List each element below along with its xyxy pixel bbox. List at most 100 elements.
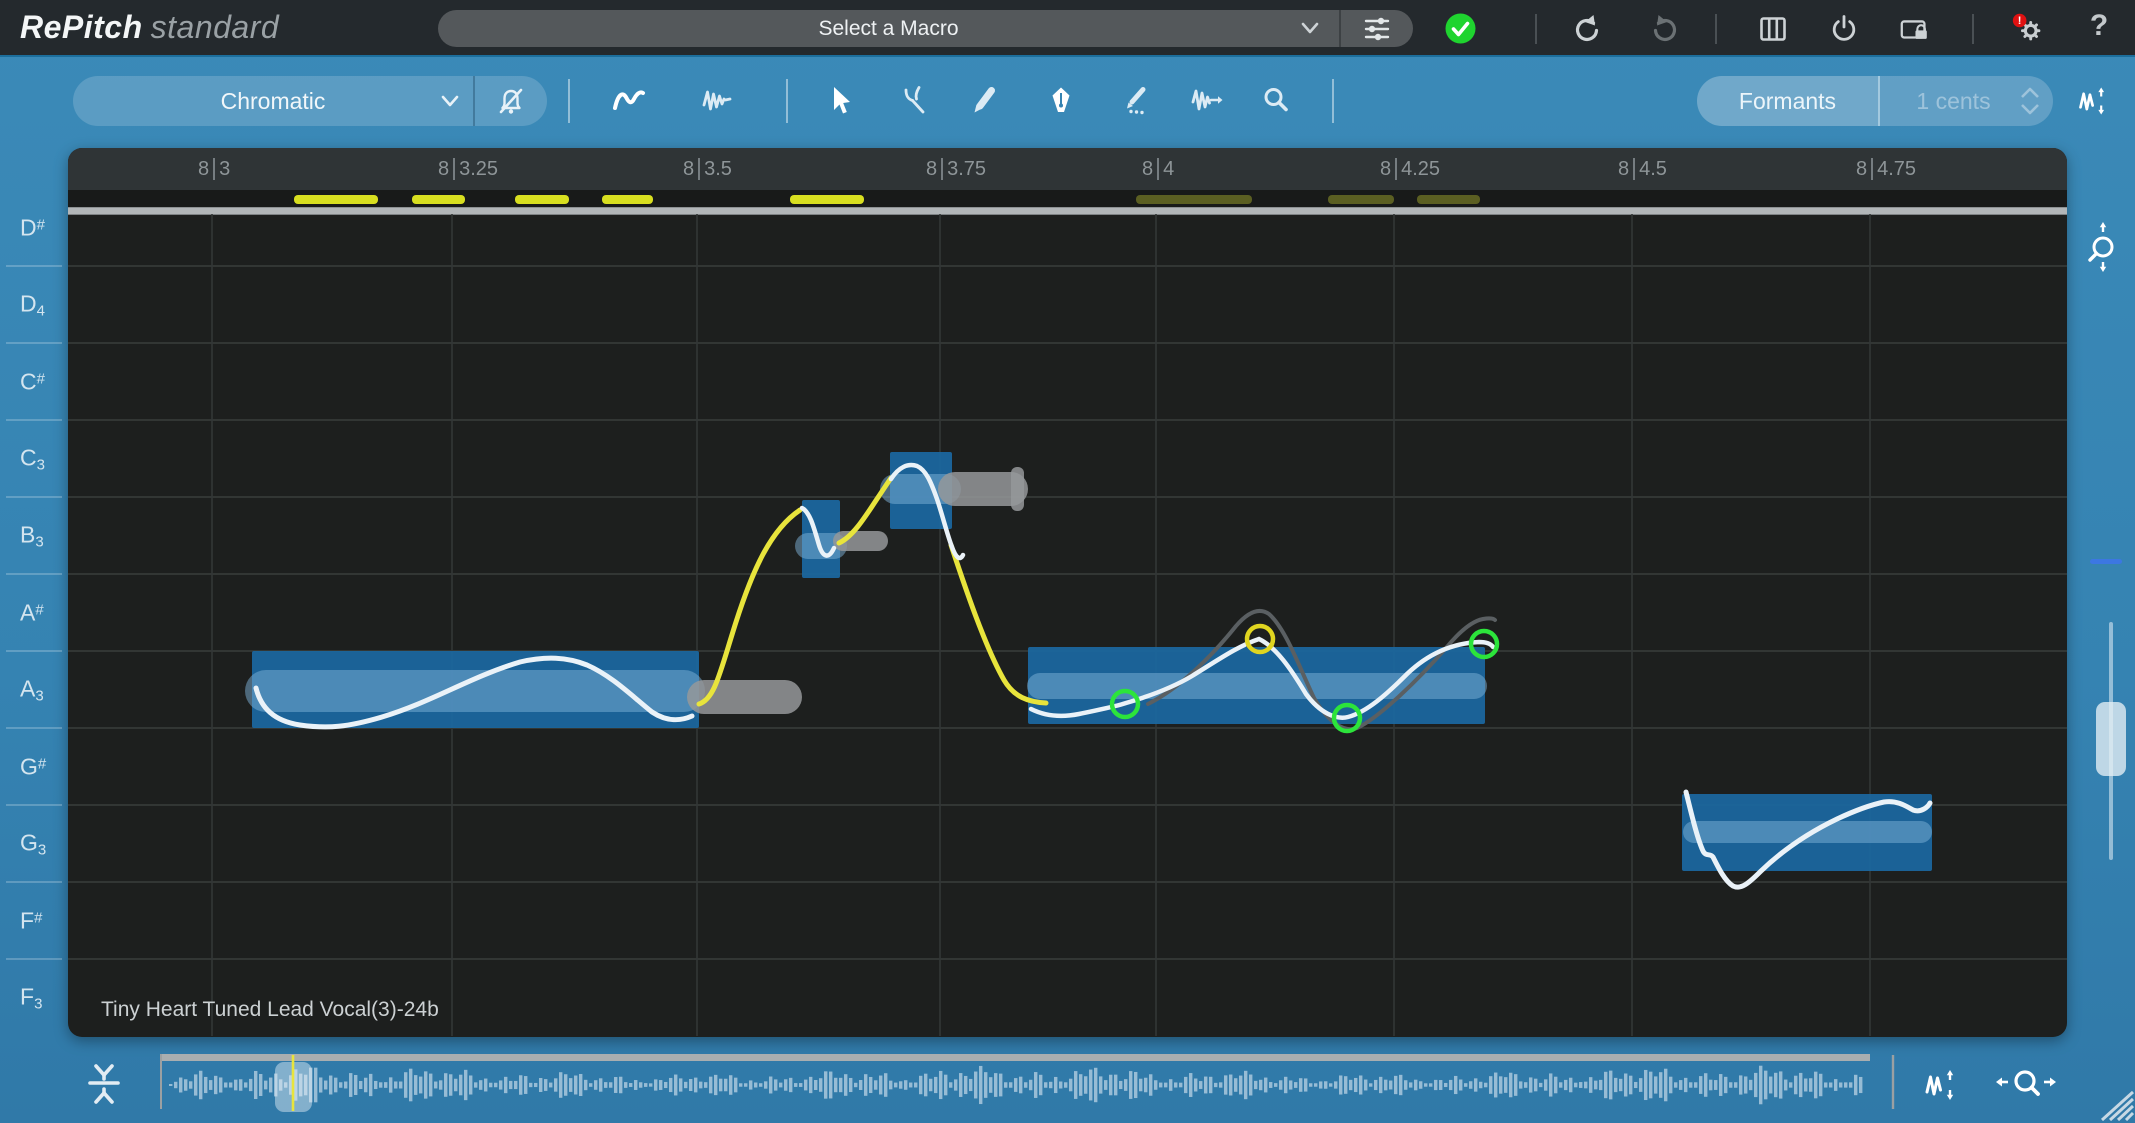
overview-wave-bar (699, 1081, 703, 1089)
tool-tuning-fork[interactable] (896, 83, 932, 119)
overview-wave-bar (1814, 1071, 1818, 1099)
overview-wave-bar (909, 1082, 913, 1088)
overview-wave-bar (1429, 1083, 1433, 1087)
vertical-waveform-zoom[interactable] (2076, 83, 2112, 119)
overview-wave-bar (1009, 1082, 1013, 1088)
audio-overview-waveform[interactable] (155, 1047, 1905, 1117)
tool-pencil[interactable] (967, 83, 1003, 119)
overview-wave-bar (604, 1082, 608, 1088)
join-notes-button[interactable] (78, 1062, 130, 1106)
bypass-power-button[interactable] (1827, 12, 1861, 46)
tool-pen[interactable] (1043, 83, 1079, 119)
overview-wave-bar (1084, 1076, 1088, 1094)
brand-name: RePitch (20, 9, 143, 45)
settings-button[interactable]: ! (2012, 12, 2046, 46)
note-block[interactable] (802, 500, 840, 578)
overview-wave-bar (1029, 1079, 1033, 1091)
tool-cursor[interactable] (822, 83, 858, 119)
overview-wave-bar (1484, 1082, 1488, 1088)
overview-wave-bar (939, 1070, 943, 1100)
toolbar-divider (1715, 14, 1717, 44)
vertical-zoom-control[interactable] (2078, 218, 2122, 282)
overview-wave-bar (1769, 1076, 1773, 1094)
note-block[interactable] (252, 651, 699, 728)
overview-wave-bar (639, 1082, 643, 1088)
overview-wave-bar (1664, 1068, 1668, 1102)
overview-wave-bar (429, 1073, 433, 1097)
macro-dropdown[interactable]: Select a Macro (438, 10, 1339, 47)
overview-wave-bar (854, 1082, 858, 1088)
tool-pitch-wave[interactable] (611, 83, 647, 119)
scale-dropdown[interactable]: Chromatic (73, 76, 473, 126)
pitch-curve-white (888, 462, 966, 561)
tool-zoom[interactable] (1258, 83, 1294, 119)
overview-wave-bar (929, 1078, 933, 1092)
overview-wave-bar (184, 1079, 188, 1091)
magnifier-icon (1264, 88, 1288, 112)
overview-wave-bar (904, 1080, 908, 1090)
gear-icon: ! (2012, 13, 2041, 41)
horizontal-zoom-button[interactable] (1992, 1067, 2064, 1103)
pitch-control-point[interactable] (1468, 628, 1500, 660)
overview-wave-bar (1384, 1079, 1388, 1091)
overview-wave-bar (1794, 1075, 1798, 1095)
overview-wave-bar (844, 1074, 848, 1096)
overview-wave-bar (1094, 1067, 1098, 1103)
undo-icon (1575, 15, 1599, 41)
overview-wave-bar (484, 1078, 488, 1092)
overview-wave-bar (1044, 1082, 1048, 1088)
layout-columns-button[interactable] (1756, 12, 1790, 46)
overview-wave-bar (1524, 1082, 1528, 1088)
lock-display-button[interactable] (1898, 12, 1932, 46)
macro-settings-button[interactable] (1341, 10, 1413, 47)
pitch-editor[interactable]: 8 3 8 3.25 8 3.5 8 3.75 8 4 8 4.25 8 4.5 8 4.75 Tiny He… (68, 148, 2067, 1037)
cents-stepper-field[interactable]: 1 cents (1878, 76, 2053, 126)
overview-wave-bar (1579, 1082, 1583, 1088)
handle-end-cap[interactable] (1011, 467, 1024, 511)
scale-audition-toggle[interactable] (475, 76, 547, 126)
undo-button[interactable] (1570, 12, 1604, 46)
overview-vzoom-button[interactable] (1922, 1067, 1962, 1103)
margin-grid-line (6, 573, 62, 575)
overview-wave-bar (1729, 1082, 1733, 1088)
overview-wave-bar (1299, 1078, 1303, 1092)
overview-wave-bar (979, 1065, 983, 1105)
overview-wave-bar (1004, 1082, 1008, 1088)
tool-line[interactable] (1117, 83, 1153, 119)
waveform-vzoom-icon (2079, 87, 2105, 115)
overview-wave-bar (874, 1080, 878, 1090)
overview-wave-bar (934, 1076, 938, 1094)
overview-wave-bar (369, 1073, 373, 1097)
vertical-scrollbar-thumb[interactable] (2096, 702, 2126, 776)
status-ok-icon[interactable] (1444, 12, 1477, 45)
resize-grip[interactable] (2096, 1089, 2134, 1121)
overview-wave-bar (534, 1082, 538, 1088)
overview-wave-bar (314, 1067, 318, 1103)
note-block[interactable] (1028, 647, 1485, 724)
overview-wave-bar (999, 1073, 1003, 1097)
tool-time-warp[interactable] (1189, 83, 1225, 119)
overview-wave-bar (1344, 1076, 1348, 1094)
overview-wave-bar (774, 1079, 778, 1091)
tool-divider (568, 79, 570, 123)
pitch-control-point[interactable] (1331, 702, 1363, 734)
formants-button[interactable]: Formants (1697, 76, 1878, 126)
help-button[interactable]: ? (2089, 9, 2109, 42)
overview-top-bar[interactable] (160, 1054, 1870, 1061)
overview-wave-bar (279, 1079, 283, 1091)
overview-wave-bar (509, 1080, 513, 1090)
pitch-control-point[interactable] (1109, 688, 1141, 720)
overview-wave-bar (1104, 1080, 1108, 1090)
pitch-curve-yellow (836, 475, 894, 546)
overview-wave-bar (424, 1071, 428, 1099)
pitch-control-point[interactable] (1244, 623, 1276, 655)
redo-button[interactable] (1648, 12, 1682, 46)
note-block[interactable] (890, 452, 952, 529)
overview-wave-bar (409, 1068, 413, 1102)
tool-waveform-view[interactable] (698, 83, 734, 119)
time-ruler[interactable]: 8 3 8 3.25 8 3.5 8 3.75 8 4 8 4.25 8 4.5 8 4.75 (68, 148, 2067, 190)
note-block[interactable] (1682, 794, 1932, 871)
overview-wave-bar (274, 1073, 278, 1097)
pitch-curve-yellow (948, 542, 1049, 706)
tool-divider (786, 79, 788, 123)
